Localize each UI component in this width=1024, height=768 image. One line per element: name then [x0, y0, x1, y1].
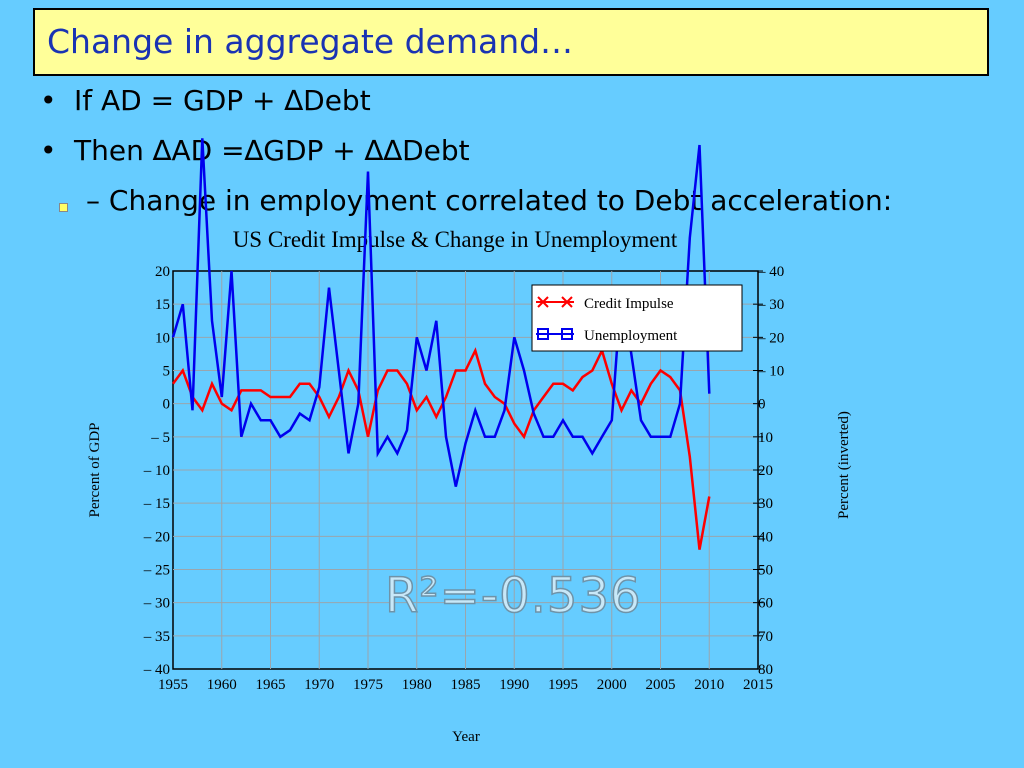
- y-tick-label: 15: [155, 297, 170, 313]
- y2-axis-label: Percent (inverted): [836, 411, 852, 519]
- bullet-marker: •: [40, 84, 57, 117]
- x-tick-label: 1960: [207, 677, 237, 693]
- y2-tick-label: 60: [758, 596, 773, 612]
- y2-tick-label: 50: [758, 563, 773, 579]
- sub-bullet: – Change in employment correlated to Deb…: [86, 184, 892, 217]
- bullet-1-text: If AD = GDP + ∆Debt: [74, 84, 371, 117]
- x-tick-label: 1955: [158, 677, 188, 693]
- y2-tick-label: 0: [758, 397, 766, 413]
- x-tick-label: 1975: [353, 677, 383, 693]
- legend-credit-label: Credit Impulse: [584, 296, 674, 312]
- y-tick-label: – 15: [143, 496, 170, 512]
- y2-tick-label: 20: [758, 463, 773, 479]
- x-tick-label: 2015: [743, 677, 773, 693]
- y-tick-label: 5: [163, 364, 171, 380]
- x-tick-label: 2005: [646, 677, 676, 693]
- sub-bullet-marker: [59, 203, 68, 212]
- x-tick-label: 2000: [597, 677, 627, 693]
- r-squared-annotation: R²=-0.536: [384, 567, 642, 625]
- y2-tick-label: – 20: [757, 330, 784, 346]
- x-tick-label: 1970: [304, 677, 334, 693]
- y-tick-label: – 25: [143, 563, 170, 579]
- x-tick-label: 1980: [402, 677, 432, 693]
- x-tick-label: 1990: [499, 677, 529, 693]
- y-tick-label: 0: [163, 397, 171, 413]
- y2-tick-label: 40: [758, 529, 773, 545]
- y-tick-label: – 30: [143, 596, 170, 612]
- chart-title: US Credit Impulse & Change in Unemployme…: [232, 227, 678, 252]
- y2-tick-label: 70: [758, 629, 773, 645]
- y-tick-label: – 20: [143, 529, 170, 545]
- y-tick-label: – 35: [143, 629, 170, 645]
- sub-bullet-text: – Change in employment correlated to Deb…: [86, 184, 893, 217]
- x-tick-label: 1965: [256, 677, 286, 693]
- y2-tick-label: 30: [758, 496, 773, 512]
- bullet-marker: •: [40, 134, 57, 167]
- legend-unemployment-marker: [561, 328, 573, 340]
- y2-tick-label: – 10: [757, 364, 784, 380]
- y2-tick-label: 80: [758, 662, 773, 678]
- x-tick-label: 1995: [548, 677, 578, 693]
- y-tick-label: 10: [155, 330, 170, 346]
- legend-unemployment-label: Unemployment: [584, 328, 678, 344]
- title-box: Change in aggregate demand…: [33, 8, 989, 76]
- legend-unemployment-marker: [537, 328, 549, 340]
- y2-tick-label: – 40: [757, 264, 784, 280]
- x-tick-label: 2010: [694, 677, 724, 693]
- y2-tick-label: 10: [758, 430, 773, 446]
- slide-title: Change in aggregate demand…: [47, 22, 574, 61]
- bullet-2-text: Then ∆AD =∆GDP + ∆∆Debt: [74, 134, 470, 167]
- y-tick-label: – 10: [143, 463, 170, 479]
- y-tick-label: 20: [155, 264, 170, 280]
- bullet-1: • If AD = GDP + ∆Debt: [40, 84, 371, 117]
- y-tick-label: – 40: [143, 662, 170, 678]
- y-axis-label: Percent of GDP: [87, 423, 103, 518]
- y-tick-label: – 5: [150, 430, 170, 446]
- legend-credit-marker: [537, 296, 549, 308]
- y2-tick-label: – 30: [757, 297, 784, 313]
- legend-credit-marker: [561, 296, 573, 308]
- x-tick-label: 1985: [451, 677, 481, 693]
- x-axis-label: Year: [452, 729, 480, 745]
- bullet-2: • Then ∆AD =∆GDP + ∆∆Debt: [40, 134, 470, 167]
- credit-impulse-line: [171, 347, 711, 550]
